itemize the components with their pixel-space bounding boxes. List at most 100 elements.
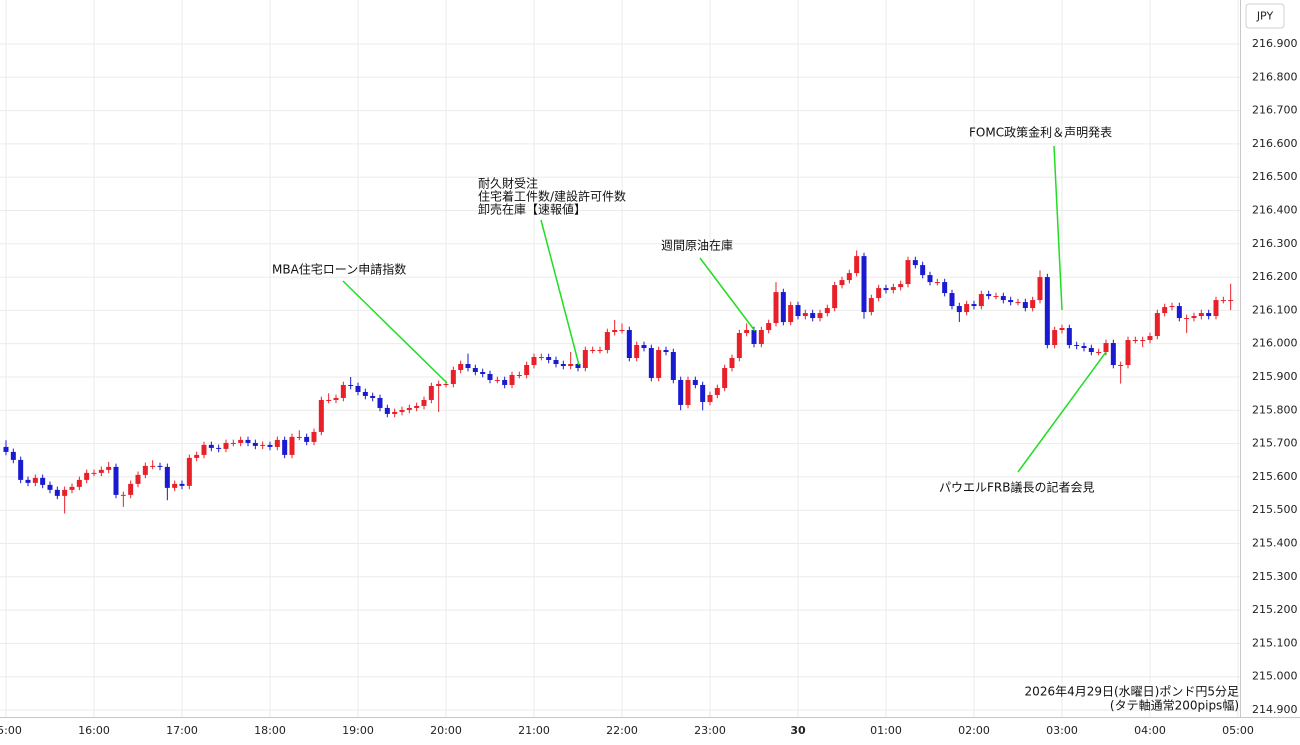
candle-body — [744, 330, 750, 334]
y-tick-label: 215.500 — [1252, 503, 1298, 516]
x-tick-label: 03:00 — [1046, 724, 1078, 737]
candle-body — [788, 305, 794, 323]
pointer — [699, 257, 756, 332]
annotation: 週間原油在庫 — [661, 239, 733, 253]
candle-body — [597, 350, 603, 352]
candle-body — [10, 451, 16, 460]
candle-body — [1147, 336, 1153, 341]
candle-body — [670, 352, 676, 380]
candle-body — [993, 296, 999, 298]
candle-body — [40, 477, 46, 485]
candle-body — [883, 288, 889, 291]
candles — [3, 250, 1234, 514]
y-tick-label: 215.700 — [1252, 437, 1298, 450]
x-tick-label: 30 — [790, 724, 806, 737]
candle-body — [421, 399, 427, 406]
candle-body — [846, 273, 852, 281]
candle-body — [267, 444, 273, 447]
candle-body — [1140, 340, 1146, 342]
candle-body — [1052, 330, 1058, 346]
candle-body — [1228, 300, 1234, 302]
candle-body — [208, 444, 214, 448]
annotation: 耐久財受注 — [478, 176, 538, 191]
annotation: MBA住宅ローン申請指数 — [272, 262, 406, 277]
candle-body — [399, 409, 405, 412]
candle-body — [736, 333, 742, 359]
y-tick-label: 215.400 — [1252, 536, 1298, 549]
candle-body — [1125, 340, 1131, 365]
candle-body — [590, 350, 596, 352]
candle-body — [480, 371, 486, 374]
candle-body — [392, 411, 398, 414]
candle-body — [1132, 340, 1138, 342]
candle-body — [76, 479, 82, 487]
candle-body — [1184, 318, 1190, 320]
candle-body — [106, 466, 112, 470]
candle-body — [832, 285, 838, 309]
candle-body — [25, 479, 31, 483]
candle-body — [502, 379, 508, 385]
y-tick-label: 215.000 — [1252, 670, 1298, 683]
candle-body — [69, 486, 75, 490]
x-tick-label: 15:00 — [0, 724, 22, 737]
candle-body — [54, 489, 60, 496]
candle-body — [289, 436, 295, 455]
candle-body — [1191, 316, 1197, 319]
candle-body — [538, 357, 544, 359]
candle-body — [824, 308, 830, 314]
candle-body — [971, 304, 977, 307]
candle-body — [516, 374, 522, 376]
candle-body — [854, 256, 860, 274]
candle-body — [201, 444, 207, 455]
candle-body — [1008, 300, 1014, 303]
candle-body — [1037, 277, 1043, 301]
candle-body — [634, 345, 640, 359]
candle-body — [1096, 352, 1102, 354]
candle-body — [729, 358, 735, 368]
candle-body — [311, 431, 317, 442]
candle-body — [751, 330, 757, 345]
x-tick-label: 18:00 — [254, 724, 286, 737]
candle-body — [1030, 300, 1036, 309]
candle-body — [1154, 313, 1160, 337]
candle-body — [3, 446, 9, 452]
candle-body — [179, 483, 185, 486]
candle-body — [890, 287, 896, 291]
candle-body — [956, 306, 962, 313]
candle-body — [575, 363, 581, 368]
candle-body — [318, 399, 324, 432]
candle-body — [150, 465, 156, 467]
candle-body — [810, 313, 816, 319]
candle-body — [1088, 348, 1094, 353]
candle-body — [98, 469, 104, 473]
y-tick-label: 215.800 — [1252, 403, 1298, 416]
candle-body — [949, 293, 955, 307]
annotation: パウエルFRB議長の記者会見 — [939, 480, 1094, 495]
x-tick-label: 02:00 — [958, 724, 990, 737]
candle-body — [568, 363, 574, 366]
axis-labels: 216.900 216.800 216.700 216.600 216.500 216.4… — [0, 37, 1298, 737]
x-tick-label: 23:00 — [694, 724, 726, 737]
candle-body — [604, 332, 610, 351]
x-tick-label: 22:00 — [606, 724, 638, 737]
candle-body — [238, 439, 244, 443]
x-tick-label: 05:00 — [1222, 724, 1254, 737]
candle-body — [1059, 328, 1065, 331]
candle-body — [612, 330, 618, 333]
candle-body — [164, 466, 170, 488]
candle-body — [296, 436, 302, 438]
candle-body — [1118, 364, 1124, 366]
candle-body — [113, 466, 119, 495]
candle-body — [714, 387, 720, 395]
candle-body — [260, 444, 266, 446]
candle-body — [223, 442, 229, 449]
annotations: MBA住宅ローン申請指数 耐久財受注 住宅着工件数/建設許可件数 卸売在庫【速報… — [272, 125, 1112, 495]
candle-body — [274, 439, 280, 447]
y-tick-label: 216.200 — [1252, 270, 1298, 283]
candle-body — [802, 313, 808, 317]
candle-body — [172, 483, 178, 488]
candle-body — [216, 447, 222, 449]
candle-body — [531, 357, 537, 365]
y-tick-label: 216.600 — [1252, 137, 1298, 150]
